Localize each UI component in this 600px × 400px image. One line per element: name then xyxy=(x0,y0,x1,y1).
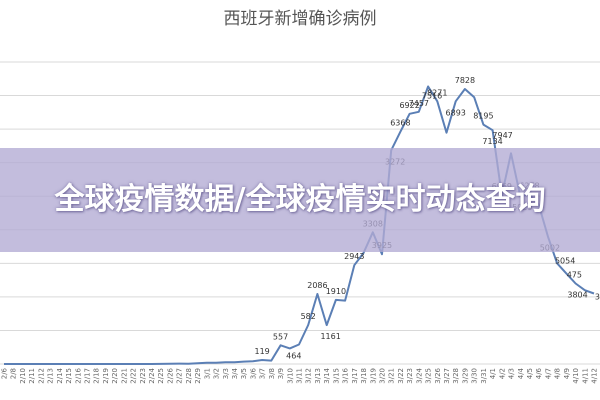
data-label: 6922 xyxy=(399,101,419,110)
data-label: 557 xyxy=(273,332,288,341)
x-tick-label: 3/24 xyxy=(415,367,423,383)
x-tick-label: 3/26 xyxy=(434,367,442,383)
data-label: 8195 xyxy=(473,112,493,121)
x-tick-label: 4/5 xyxy=(526,368,534,379)
x-tick-label: 3/21 xyxy=(388,368,396,384)
x-tick-label: 2/21 xyxy=(120,368,128,384)
data-label: 7457 xyxy=(409,99,429,108)
data-label: 5054 xyxy=(555,256,575,265)
x-tick-label: 2/17 xyxy=(83,368,91,384)
x-tick-label: 3/29 xyxy=(461,368,469,384)
data-label: 7828 xyxy=(455,76,475,85)
x-tick-label: 3/19 xyxy=(369,368,377,384)
x-tick-label: 3/20 xyxy=(378,368,386,384)
data-label: 582 xyxy=(301,312,316,321)
x-tick-label: 3/4 xyxy=(231,367,239,379)
title-banner-overlay: 全球疫情数据/全球疫情实时动态查询 xyxy=(0,148,600,252)
data-label: 2086 xyxy=(307,281,327,290)
data-label: 7947 xyxy=(492,131,512,140)
x-tick-label: 2/27 xyxy=(176,368,184,384)
x-tick-label: 3/28 xyxy=(452,368,460,384)
x-tick-label: 2/8 xyxy=(10,368,18,379)
x-tick-label: 3/10 xyxy=(286,368,294,384)
data-label: 32 xyxy=(595,293,600,302)
x-tick-label: 2/22 xyxy=(130,368,138,384)
x-tick-label: 2/11 xyxy=(28,368,36,384)
data-label: 475 xyxy=(567,270,582,279)
x-tick-label: 2/18 xyxy=(93,368,101,384)
x-tick-label: 3/9 xyxy=(277,368,285,379)
x-tick-label: 3/11 xyxy=(296,368,304,384)
x-tick-label: 3/17 xyxy=(351,368,359,384)
x-tick-label: 4/6 xyxy=(535,367,543,379)
x-tick-label: 3/27 xyxy=(443,368,451,384)
x-tick-label: 3/22 xyxy=(397,368,405,384)
x-tick-label: 2/25 xyxy=(157,368,165,384)
x-tick-label: 2/23 xyxy=(139,368,147,384)
x-tick-label: 2/16 xyxy=(74,367,82,383)
x-tick-label: 2/24 xyxy=(148,367,156,383)
x-tick-label: 3/5 xyxy=(240,368,248,379)
x-tick-label: 3/30 xyxy=(471,368,479,384)
x-axis-tick-labels: 2/6 2/8 2/10 2/11 2/12 2/13 2/14 2/15 2/16 2/17 2/… xyxy=(1,367,599,383)
data-label: 3804 xyxy=(567,290,587,299)
x-tick-label: 4/4 xyxy=(517,367,525,379)
x-tick-label: 3/6 xyxy=(249,367,257,379)
x-tick-label: 2/13 xyxy=(47,368,55,384)
x-tick-label: 3/8 xyxy=(268,368,276,379)
x-tick-label: 4/12 xyxy=(591,368,599,384)
x-tick-label: 2/26 xyxy=(166,367,174,383)
x-tick-label: 3/1 xyxy=(203,368,211,379)
data-label: 7516 xyxy=(422,91,442,100)
x-tick-label: 2/19 xyxy=(102,368,110,384)
x-tick-label: 4/10 xyxy=(572,368,580,384)
data-label: 8271 xyxy=(427,88,447,97)
x-tick-label: 2/10 xyxy=(19,368,27,384)
data-label: 2943 xyxy=(344,252,364,261)
data-label: 7134 xyxy=(482,137,502,146)
x-tick-label: 3/31 xyxy=(480,368,488,384)
data-label: 1161 xyxy=(320,332,340,341)
x-tick-label: 3/3 xyxy=(222,368,230,379)
x-tick-label: 2/14 xyxy=(56,367,64,383)
data-label: 6893 xyxy=(446,108,466,117)
x-tick-label: 3/2 xyxy=(213,368,221,379)
data-label: 6368 xyxy=(390,119,410,128)
x-tick-label: 4/2 xyxy=(498,368,506,379)
x-tick-label: 2/6 xyxy=(1,367,9,379)
x-tick-label: 3/16 xyxy=(342,367,350,383)
banner-headline: 全球疫情数据/全球疫情实时动态查询 xyxy=(54,182,546,217)
x-tick-label: 4/9 xyxy=(563,368,571,379)
x-tick-label: 4/1 xyxy=(489,368,497,379)
x-tick-label: 4/11 xyxy=(581,368,589,384)
data-label: 1910 xyxy=(326,287,346,296)
x-tick-label: 3/18 xyxy=(360,368,368,384)
x-tick-label: 4/3 xyxy=(508,368,516,379)
data-label: 464 xyxy=(286,351,301,360)
x-tick-label: 3/12 xyxy=(305,368,313,384)
x-tick-label: 2/28 xyxy=(185,368,193,384)
chart-title: 西班牙新增确诊病例 xyxy=(223,9,377,29)
x-tick-label: 3/15 xyxy=(332,368,340,384)
x-tick-label: 4/7 xyxy=(544,368,552,379)
x-tick-label: 2/20 xyxy=(111,368,119,384)
x-tick-label: 3/25 xyxy=(425,368,433,384)
x-tick-label: 3/13 xyxy=(314,368,322,384)
x-tick-label: 4/8 xyxy=(554,368,562,379)
x-tick-label: 2/12 xyxy=(37,368,45,384)
x-tick-label: 2/29 xyxy=(194,368,202,384)
x-tick-label: 3/7 xyxy=(259,368,267,379)
x-tick-label: 3/14 xyxy=(323,367,331,383)
data-label: 119 xyxy=(254,347,269,356)
x-tick-label: 3/23 xyxy=(406,368,414,384)
x-tick-label: 2/15 xyxy=(65,368,73,384)
